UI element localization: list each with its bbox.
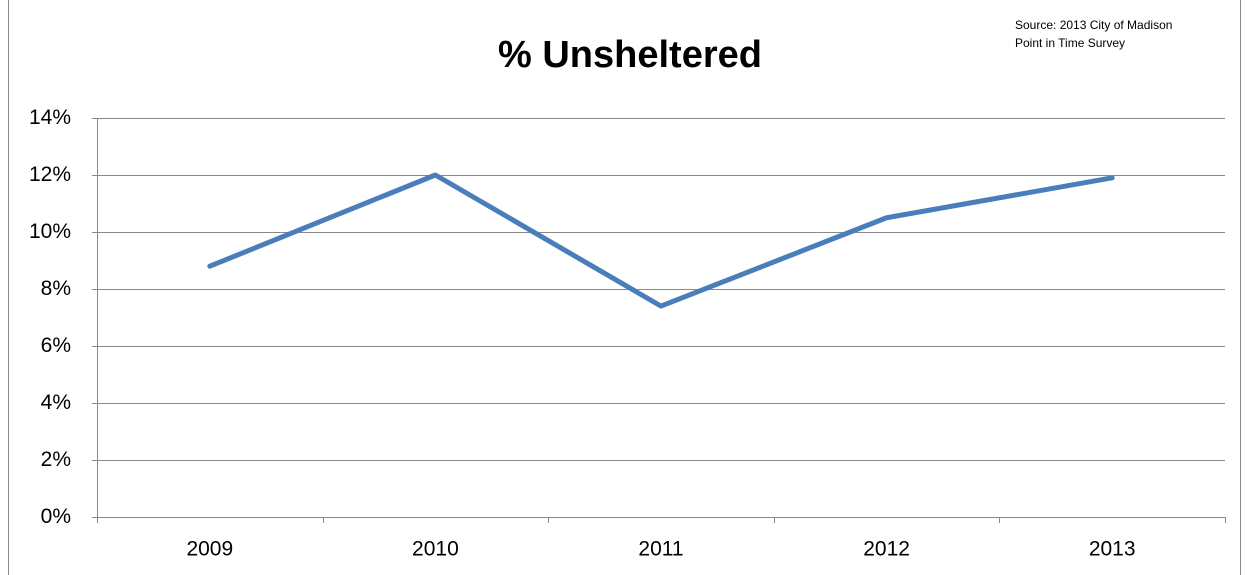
- x-tick-label: 2013: [1089, 538, 1136, 561]
- x-tick-label: 2012: [863, 538, 910, 561]
- y-tick-label: 2%: [41, 448, 71, 471]
- y-tick-label: 6%: [41, 334, 71, 357]
- y-tick-label: 8%: [41, 277, 71, 300]
- source-line: Source: 2013 City of Madison: [1015, 18, 1172, 32]
- x-tick-label: 2009: [186, 538, 233, 561]
- source-line: Point in Time Survey: [1015, 36, 1125, 50]
- x-tick-label: 2010: [412, 538, 459, 561]
- y-tick-label: 10%: [29, 220, 71, 243]
- y-tick-label: 4%: [41, 391, 71, 414]
- series-line: [207, 172, 1115, 309]
- y-tick-label: 14%: [29, 106, 71, 129]
- x-tick-label: 2011: [638, 538, 683, 561]
- y-tick-label: 12%: [29, 163, 71, 186]
- chart-title: % Unsheltered: [498, 34, 762, 76]
- y-tick-label: 0%: [41, 505, 71, 528]
